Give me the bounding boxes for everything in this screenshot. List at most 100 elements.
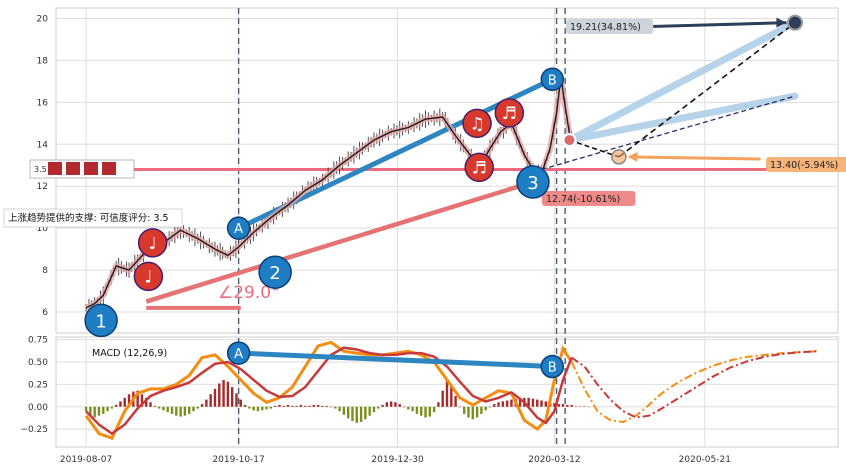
- macd-histogram-bar: [445, 379, 449, 407]
- note-marker: [133, 261, 164, 292]
- price-y-tick-label: 20: [37, 14, 49, 24]
- macd-histogram-bar: [140, 394, 144, 407]
- price-y-tick-label: 12: [37, 182, 48, 192]
- macd-histogram-bar: [243, 404, 247, 407]
- macd-histogram-bar: [334, 406, 337, 409]
- macd-y-tick-label: 0.75: [28, 336, 48, 346]
- macd-histogram-bar: [157, 406, 161, 409]
- macd-histogram-bar: [89, 406, 92, 416]
- macd-histogram-bar: [321, 405, 324, 407]
- note-marker: [464, 152, 494, 183]
- macd-histogram-bar: [205, 399, 208, 407]
- score-badge-value: 3.5: [34, 165, 47, 174]
- macd-histogram-bar: [329, 406, 333, 408]
- macd-histogram-bar: [110, 406, 114, 409]
- price-y-tick-label: 18: [37, 56, 49, 66]
- note-marker: [462, 108, 492, 139]
- macd-histogram-bar: [325, 405, 328, 407]
- macd-histogram-bar: [355, 406, 358, 423]
- support-text: 上涨趋势提供的支撑: 可信度评分: 3.5: [8, 212, 169, 224]
- pattern-point-label: 2: [269, 263, 280, 284]
- mid-cone-dashed: [569, 139, 620, 158]
- macd-histogram-bar: [273, 405, 277, 407]
- target-mid-arrow: [629, 155, 761, 161]
- target-mid-arrowhead: [627, 151, 638, 162]
- lower-trend-line: [145, 179, 534, 304]
- macd-histogram-bar: [230, 387, 234, 407]
- macd-histogram-bar: [432, 406, 436, 413]
- macd-histogram-bar: [381, 404, 384, 407]
- note-marker-label: ♬: [502, 104, 517, 124]
- macd-histogram-bar: [510, 399, 513, 407]
- macd-histogram-bar: [213, 388, 217, 407]
- macd-histogram-bar: [505, 400, 509, 407]
- macd-histogram-bar: [368, 406, 371, 416]
- x-tick-label: 2020-03-12: [528, 455, 580, 465]
- macd-histogram-bar: [149, 402, 152, 407]
- x-tick-label: 2019-10-17: [212, 455, 264, 465]
- macd-histogram-bar: [102, 406, 105, 414]
- macd-histogram-bar: [394, 402, 397, 407]
- macd-histogram-bar: [192, 406, 195, 412]
- target-down-label: 12.74(-10.61%): [542, 191, 636, 206]
- target-up-label: 19.21(34.81%): [566, 19, 654, 34]
- macd-histogram-bar: [561, 404, 565, 407]
- macd-histogram-bar: [166, 406, 169, 413]
- macd-line: [84, 340, 573, 440]
- macd-histogram-bar: [84, 406, 88, 412]
- macd-histogram-bar: [295, 405, 298, 407]
- macd-histogram-bar: [372, 406, 376, 413]
- macd-pattern-marker: [540, 354, 565, 379]
- macd-histogram-bar: [127, 394, 131, 407]
- macd-histogram-bar: [170, 406, 174, 414]
- macd-histogram-bar: [114, 404, 118, 407]
- signal-forecast-line: [571, 350, 817, 419]
- pattern-point-label: 1: [95, 311, 106, 332]
- macd-histogram-bar: [578, 405, 582, 407]
- macd-histogram-bar: [471, 406, 474, 420]
- macd-histogram-bar: [179, 406, 182, 417]
- macd-histogram-bar: [359, 406, 363, 422]
- upper-cone-band: [565, 19, 799, 144]
- macd-histogram-bar: [256, 406, 260, 412]
- macd-histogram-bar: [308, 405, 311, 407]
- macd-histogram-bar: [398, 404, 401, 407]
- macd-histogram-bar: [123, 397, 126, 407]
- macd-histogram-bar: [377, 406, 380, 409]
- macd-histogram-bar: [428, 406, 432, 417]
- macd-histogram-bar: [200, 404, 204, 407]
- macd-histogram-bar: [566, 404, 569, 407]
- macd-histogram-bar: [415, 406, 419, 414]
- note-marker-label: ♬: [472, 158, 487, 178]
- macd-histogram-bar: [407, 406, 410, 410]
- macd-histogram-bar: [480, 406, 483, 414]
- target-mid-dot: [611, 149, 627, 165]
- macd-histogram-bar: [462, 406, 466, 414]
- note-marker-label: ♫: [469, 114, 484, 134]
- macd-histogram-bar: [574, 405, 578, 407]
- price-y-tick-label: 14: [37, 140, 49, 150]
- macd-histogram-bar: [304, 405, 307, 407]
- macd-y-tick-label: 0.50: [28, 358, 48, 368]
- target-up-label-box: [566, 19, 654, 34]
- macd-histogram-bar: [338, 406, 341, 412]
- pattern-point-marker: [516, 165, 550, 199]
- macd-pattern-label: B: [548, 361, 557, 376]
- note-marker-label: ♩: [149, 234, 157, 254]
- macd-pattern-label: A: [234, 347, 243, 362]
- macd-histogram-bar: [153, 405, 157, 407]
- macd-histogram-bar: [488, 406, 492, 408]
- macd-histogram-bar: [286, 404, 290, 407]
- macd-histogram-bar: [536, 399, 539, 407]
- lower-cone-band: [565, 92, 799, 144]
- macd-y-tick-label: −0.25: [20, 425, 48, 435]
- x-tick-label: 2019-12-30: [371, 455, 424, 465]
- current-price-dot: [562, 133, 577, 148]
- macd-histogram-bar: [222, 379, 225, 407]
- macd-histogram-bar: [441, 390, 444, 407]
- target-mid-label-text: 13.40(-5.94%): [770, 160, 838, 171]
- macd-histogram-bar: [570, 404, 573, 407]
- macd-histogram-bar: [557, 404, 560, 407]
- price-y-tick-label: 16: [37, 98, 49, 108]
- macd-histogram-bar: [145, 397, 148, 407]
